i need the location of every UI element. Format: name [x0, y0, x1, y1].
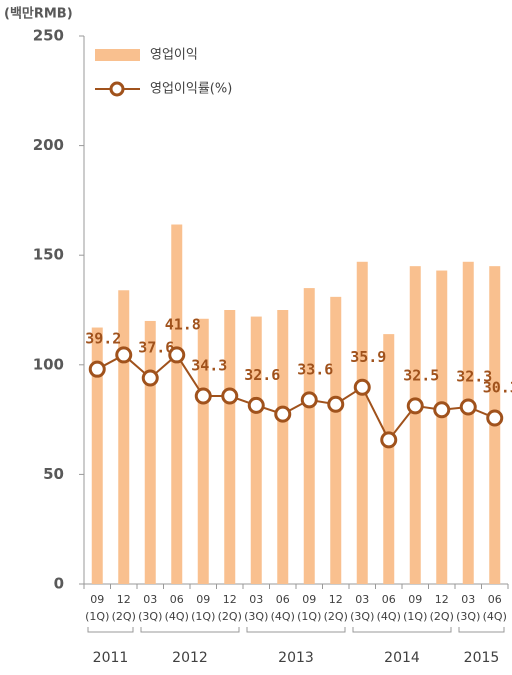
bar [197, 318, 209, 584]
x-tick-label: 12 [435, 593, 449, 606]
marker [194, 387, 212, 405]
year-bracket [140, 627, 240, 633]
bar [118, 290, 130, 584]
quarter-label: (4Q) [271, 610, 295, 623]
y-tick-label: 50 [43, 465, 64, 483]
x-tick-label: 09 [302, 593, 316, 606]
bar [144, 320, 156, 584]
y-tick-label: 250 [33, 27, 64, 45]
x-tick-label: 06 [276, 593, 290, 606]
quarter-label: (1Q) [191, 610, 215, 623]
bar [303, 288, 315, 584]
quarter-label: (3Q) [138, 610, 162, 623]
year-label: 2015 [464, 650, 500, 666]
bar [436, 270, 448, 584]
x-tick-label: 12 [117, 593, 131, 606]
x-tick-label: 03 [249, 593, 263, 606]
x-tick-label: 06 [488, 593, 502, 606]
legend-label: 영업이익률(%) [150, 82, 232, 97]
quarter-label: (3Q) [456, 610, 480, 623]
x-tick-label: 03 [461, 593, 475, 606]
value-label: 41.8 [165, 315, 201, 333]
y-axis-label: (백만RMB) [4, 6, 73, 22]
x-tick-label: 09 [408, 593, 422, 606]
marker [141, 369, 159, 387]
y-tick-label: 200 [33, 136, 64, 154]
value-label: 33.6 [297, 360, 333, 378]
quarter-label: (1Q) [85, 610, 109, 623]
marker [88, 360, 106, 378]
value-label: 35.9 [350, 348, 386, 366]
marker [380, 431, 398, 449]
marker [406, 397, 424, 415]
x-tick-label: 12 [329, 593, 343, 606]
value-label: 30.3 [483, 378, 512, 396]
legend-swatch [95, 49, 140, 61]
marker [168, 346, 186, 364]
x-tick-label: 09 [90, 593, 104, 606]
year-bracket [352, 627, 452, 633]
y-tick-label: 150 [33, 246, 64, 264]
legend-marker [109, 81, 125, 97]
legend-label: 영업이익 [150, 48, 198, 63]
quarter-label: (2Q) [324, 610, 348, 623]
year-bracket [458, 627, 505, 633]
year-label: 2011 [93, 650, 129, 666]
line [96, 353, 496, 442]
marker [433, 401, 451, 419]
quarter-label: (1Q) [403, 610, 427, 623]
value-label: 32.6 [244, 366, 280, 384]
bar [250, 316, 262, 584]
quarter-label: (2Q) [112, 610, 136, 623]
quarter-label: (4Q) [377, 610, 401, 623]
marker [115, 346, 133, 364]
value-label: 34.3 [191, 357, 227, 375]
bar [91, 327, 103, 584]
x-tick-label: 03 [355, 593, 369, 606]
quarter-label: (3Q) [244, 610, 268, 623]
bar [409, 266, 421, 584]
marker [300, 391, 318, 409]
bar [330, 296, 342, 584]
year-label: 2014 [384, 650, 420, 666]
year-bracket [246, 627, 346, 633]
y-tick-label: 0 [54, 575, 64, 593]
value-label: 32.3 [456, 367, 492, 385]
quarter-label: (4Q) [483, 610, 507, 623]
x-tick-label: 03 [143, 593, 157, 606]
marker [274, 405, 292, 423]
quarter-label: (2Q) [430, 610, 454, 623]
quarter-label: (2Q) [218, 610, 242, 623]
marker [221, 387, 239, 405]
year-bracket [87, 627, 134, 633]
y-tick-label: 100 [33, 355, 64, 373]
x-tick-label: 06 [170, 593, 184, 606]
marker [459, 398, 477, 416]
marker [247, 396, 265, 414]
year-label: 2013 [278, 650, 314, 666]
quarter-label: (1Q) [297, 610, 321, 623]
x-tick-label: 06 [382, 593, 396, 606]
quarter-label: (4Q) [165, 610, 189, 623]
bar [224, 310, 236, 584]
marker [327, 395, 345, 413]
quarter-label: (3Q) [350, 610, 374, 623]
bar [356, 261, 368, 584]
bar [171, 224, 183, 584]
marker [353, 378, 371, 396]
marker [486, 409, 504, 427]
bar [277, 310, 289, 584]
year-label: 2012 [172, 650, 208, 666]
bar [462, 261, 474, 584]
x-tick-label: 12 [223, 593, 237, 606]
value-label: 39.2 [85, 330, 121, 348]
bar [383, 334, 395, 584]
value-label: 32.5 [403, 366, 439, 384]
x-tick-label: 09 [196, 593, 210, 606]
value-label: 37.6 [138, 338, 174, 356]
